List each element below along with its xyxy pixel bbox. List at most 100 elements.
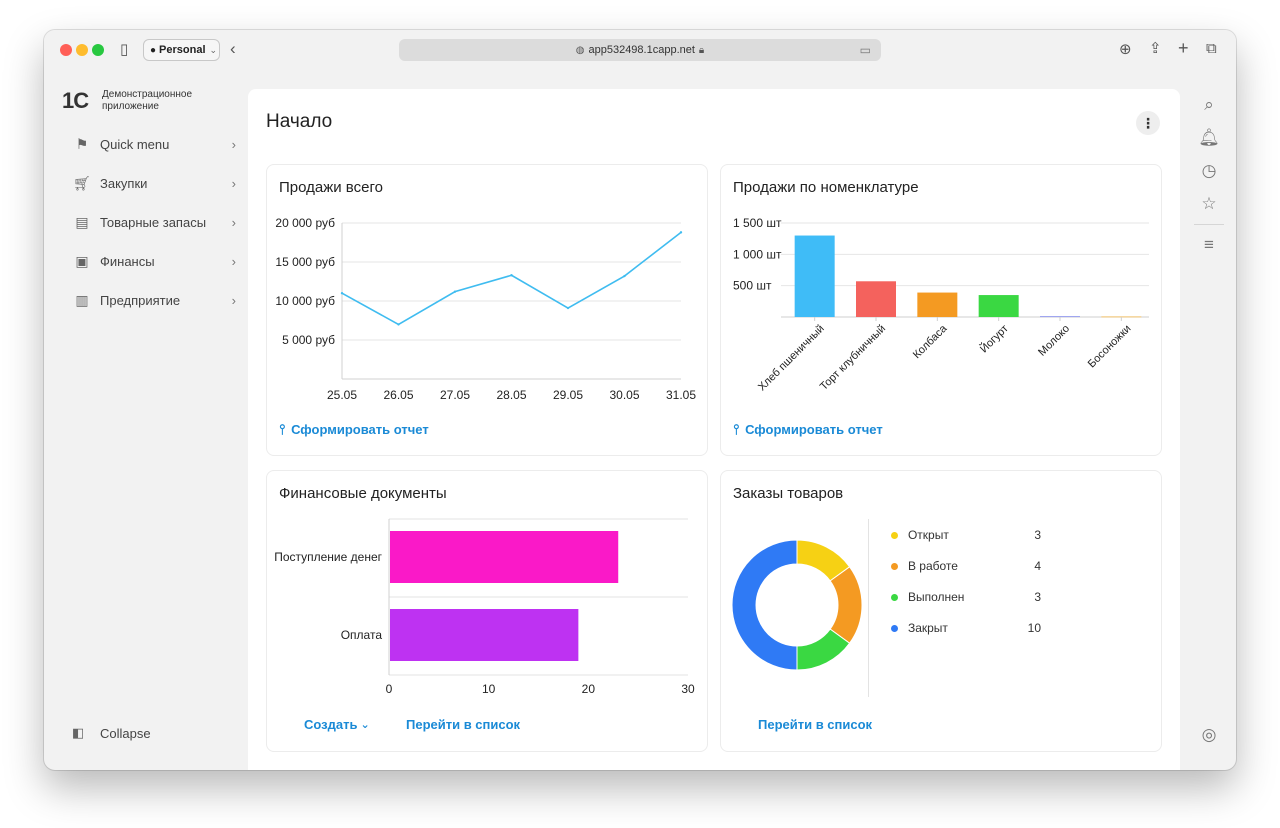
collapse-label: Collapse	[100, 725, 151, 741]
orders-card: Заказы товаров Открыт 3 В работе 4 Выпол…	[720, 470, 1162, 752]
legend-dot	[891, 531, 898, 539]
zoom-window-button[interactable]	[92, 44, 104, 56]
legend-label: Открыт	[907, 528, 949, 542]
list-link-label: Перейти в список	[758, 717, 873, 732]
x-tick-label: 10	[482, 682, 496, 696]
sidebar-item-quick-menu[interactable]: ⚑ Quick menu ›	[72, 132, 236, 156]
more-options-button[interactable]: ⋮	[1136, 111, 1160, 135]
minimize-window-button[interactable]	[76, 44, 88, 56]
legend-dot	[891, 593, 898, 601]
legend-item-done: Выполнен 3	[891, 590, 1041, 604]
finance-docs-card: Финансовые документы Поступление денег Оп…	[266, 470, 708, 752]
sidebar-item-finance[interactable]: ▣ Финансы ›	[72, 249, 236, 273]
legend-count: 3	[1034, 590, 1041, 604]
profile-button[interactable]: ● Personal ⌄	[143, 39, 220, 61]
report-link-label: Сформировать отчет	[291, 422, 429, 437]
warehouse-cart-icon: ▤	[75, 213, 89, 230]
create-label: Создать	[304, 717, 358, 732]
sidebar-item-label: Финансы	[100, 253, 155, 269]
donut-slice	[731, 539, 798, 671]
bar	[978, 295, 1019, 317]
x-tick-label: Йогурт	[977, 322, 1010, 355]
collapse-panel-icon: ◧	[72, 725, 85, 740]
x-tick-label: 27.05	[440, 388, 470, 402]
y-tick-label: 1 500 шт	[733, 216, 782, 230]
chevron-right-icon: ›	[231, 214, 236, 230]
cart-icon: 🛒︎	[73, 174, 91, 191]
globe-icon: ◍	[575, 44, 585, 56]
legend-item-in-progress: В работе 4	[891, 559, 1041, 573]
app-logo[interactable]: 1С Демонстрационное приложение	[62, 88, 202, 114]
person-icon: ●	[150, 44, 157, 56]
sales-total-chart: 20 000 руб 15 000 руб 10 000 руб 5 000 руб 2…	[275, 216, 696, 402]
line-point	[623, 274, 626, 278]
card-title: Продажи по номенклатуре	[733, 179, 919, 196]
wallet-icon: ▣	[75, 252, 89, 269]
create-document-button[interactable]: Создать ⌄	[304, 717, 370, 732]
legend-item-closed: Закрыт 10	[891, 621, 1041, 635]
line-point	[453, 290, 457, 293]
chevron-right-icon: ›	[231, 292, 236, 308]
x-tick-label: 25.05	[327, 388, 357, 402]
tabs-overview-icon[interactable]: ⧉	[1206, 40, 1217, 57]
line-point	[397, 323, 400, 326]
downloads-icon[interactable]: ⊕	[1119, 41, 1132, 58]
bar	[1040, 316, 1080, 318]
collapse-button[interactable]: ◧ Collapse	[72, 725, 151, 741]
legend-item-open: Открыт 3	[891, 528, 1041, 542]
profile-label: Personal	[159, 44, 206, 56]
star-icon[interactable]: ☆	[1201, 194, 1217, 213]
reader-icon[interactable]: ▭	[859, 43, 871, 57]
chevron-right-icon: ›	[231, 136, 236, 152]
back-icon[interactable]: ‹	[230, 39, 236, 58]
x-tick-label: Молоко	[1036, 323, 1072, 359]
address-bar[interactable]: ◍ app532498.1capp.net 🔒︎ ▭	[399, 39, 881, 61]
y-tick-label: 10 000 руб	[275, 294, 335, 308]
x-tick-label: Колбаса	[911, 322, 950, 361]
bar	[1101, 316, 1142, 318]
x-tick-label: 28.05	[496, 388, 526, 402]
orders-list-link[interactable]: Перейти в список	[758, 717, 872, 732]
legend-divider	[868, 519, 869, 697]
sidebar-item-inventory[interactable]: ▤ Товарные запасы ›	[72, 210, 236, 234]
sidebar-item-purchases[interactable]: 🛒︎ Закупки ›	[72, 171, 236, 195]
x-tick-label: 29.05	[553, 388, 583, 402]
sidebar-item-enterprise[interactable]: ▥ Предприятие ›	[72, 288, 236, 312]
card-title: Продажи всего	[279, 179, 383, 196]
browser-titlebar: ▯ ● Personal ⌄ ‹ ◍ app532498.1capp.net 🔒…	[44, 30, 1236, 70]
rail-divider	[1194, 224, 1224, 225]
lock-icon: 🔒︎	[698, 44, 705, 56]
sales-total-report-link[interactable]: ⫯ Сформировать отчет	[279, 421, 429, 438]
flag-icon: ⚑	[75, 135, 89, 152]
logo-mark: 1С	[62, 88, 89, 113]
sales-by-item-chart: 1 500 шт 1 000 шт 500 шт Хлеб пшеничныйТорт…	[733, 216, 1149, 393]
y-category-label: Поступление денег	[274, 550, 382, 564]
x-tick-label: Торт клубничный	[818, 323, 888, 393]
close-window-button[interactable]	[60, 44, 72, 56]
url-text: app532498.1capp.net	[588, 44, 695, 56]
bar	[390, 609, 579, 661]
page-title: Начало	[266, 111, 333, 132]
legend-count: 3	[1034, 528, 1041, 542]
user-account-icon[interactable]: ◎	[1201, 725, 1217, 744]
bar	[917, 292, 958, 317]
sales-by-item-card: Продажи по номенклатуре 1 500 шт 1 000 шт…	[720, 164, 1162, 456]
y-tick-label: 20 000 руб	[275, 216, 335, 230]
right-rail: ⌕ 🔔︎ ◷ ☆ ≡ ◎	[1180, 70, 1236, 770]
new-tab-icon[interactable]: +	[1178, 38, 1189, 58]
sidebar-item-label: Закупки	[100, 175, 148, 191]
filter-icon[interactable]: ≡	[1204, 235, 1214, 254]
sidebar-toggle-icon[interactable]: ▯	[120, 41, 129, 58]
sales-by-item-report-link[interactable]: ⫯ Сформировать отчет	[733, 421, 883, 438]
card-title: Заказы товаров	[733, 485, 844, 502]
bar	[856, 281, 896, 317]
donut-slice	[829, 566, 863, 644]
share-icon[interactable]: ⇪	[1149, 40, 1162, 57]
bell-icon[interactable]: 🔔︎	[1198, 128, 1220, 147]
legend-dot	[891, 624, 898, 632]
report-chart-icon: ⫯	[279, 421, 286, 437]
card-title: Финансовые документы	[279, 485, 447, 502]
history-icon[interactable]: ◷	[1201, 161, 1217, 180]
search-icon[interactable]: ⌕	[1204, 95, 1214, 114]
finance-docs-list-link[interactable]: Перейти в список	[406, 717, 520, 732]
